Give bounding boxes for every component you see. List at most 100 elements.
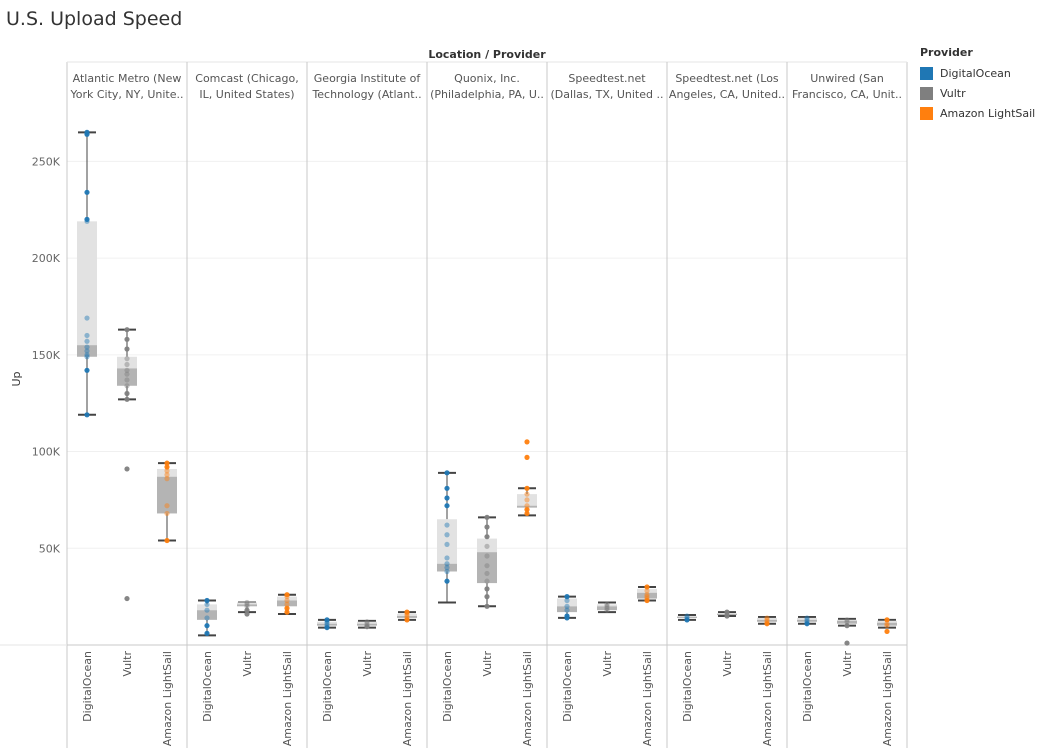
location-header: Georgia Institute of bbox=[314, 72, 422, 85]
data-point bbox=[524, 485, 530, 491]
data-point bbox=[644, 594, 650, 600]
x-tick-label: DigitalOcean bbox=[201, 651, 214, 722]
x-tick-label: Amazon LightSail bbox=[281, 651, 294, 746]
data-point bbox=[444, 541, 450, 548]
data-point bbox=[524, 439, 530, 445]
data-point bbox=[564, 597, 570, 604]
data-point bbox=[484, 553, 490, 559]
box-upper-half bbox=[117, 356, 137, 369]
box-lower-half bbox=[557, 606, 577, 613]
data-point bbox=[844, 640, 850, 646]
data-point bbox=[484, 543, 490, 549]
data-point bbox=[284, 605, 290, 611]
location-header: IL, United States) bbox=[199, 88, 294, 101]
data-point bbox=[284, 601, 290, 607]
x-tick-label: Amazon LightSail bbox=[881, 651, 894, 746]
box-upper-half bbox=[797, 617, 817, 620]
data-point bbox=[684, 613, 690, 619]
location-header: Speedtest.net (Los bbox=[675, 72, 779, 85]
box-lower-half bbox=[597, 606, 617, 611]
data-point bbox=[204, 615, 210, 621]
data-point bbox=[244, 611, 250, 617]
data-point bbox=[84, 218, 90, 224]
data-point bbox=[364, 624, 370, 630]
data-point bbox=[124, 327, 130, 333]
data-point bbox=[84, 131, 90, 137]
data-point bbox=[564, 603, 570, 609]
column-header-title: Location / Provider bbox=[428, 48, 546, 61]
data-point bbox=[524, 454, 530, 460]
data-point bbox=[84, 354, 90, 360]
x-tick-label: Vultr bbox=[481, 651, 494, 677]
box-upper-half bbox=[677, 615, 697, 617]
x-tick-label: Vultr bbox=[121, 651, 134, 677]
data-point bbox=[444, 495, 450, 501]
legend-label: Vultr bbox=[940, 86, 966, 100]
data-point bbox=[244, 603, 250, 609]
legend-swatch bbox=[920, 106, 933, 120]
data-point bbox=[164, 464, 170, 470]
data-point bbox=[724, 613, 730, 619]
data-point bbox=[84, 352, 90, 358]
page-title: U.S. Upload Speed bbox=[6, 8, 183, 30]
location-header: (Philadelphia, PA, U.. bbox=[430, 88, 544, 101]
data-point bbox=[804, 621, 810, 627]
data-point bbox=[444, 485, 450, 491]
data-point bbox=[324, 617, 330, 623]
box-lower-half bbox=[877, 622, 897, 626]
data-point bbox=[124, 346, 130, 352]
data-point bbox=[524, 497, 530, 503]
box-lower-half bbox=[757, 619, 777, 622]
data-point bbox=[244, 599, 250, 606]
legend-item-digitalocean[interactable]: DigitalOcean bbox=[920, 63, 1055, 83]
box-upper-half bbox=[357, 621, 377, 624]
data-point bbox=[524, 506, 530, 513]
data-point bbox=[444, 578, 450, 584]
x-tick-label: Vultr bbox=[841, 651, 854, 677]
data-point bbox=[444, 568, 450, 575]
box-upper-half bbox=[637, 588, 657, 593]
data-point bbox=[124, 367, 130, 373]
data-point bbox=[284, 597, 290, 604]
location-header: Quonix, Inc. bbox=[454, 72, 520, 85]
y-tick-label: 50K bbox=[39, 542, 61, 555]
x-tick-label: DigitalOcean bbox=[81, 651, 94, 722]
data-point bbox=[444, 565, 450, 571]
data-point bbox=[884, 628, 890, 635]
box-upper-half bbox=[237, 602, 257, 605]
data-point bbox=[484, 563, 490, 569]
data-point bbox=[844, 617, 850, 623]
data-point bbox=[124, 383, 130, 389]
data-point bbox=[524, 491, 530, 497]
box-lower-half bbox=[317, 623, 337, 626]
y-tick-label: 200K bbox=[32, 252, 61, 265]
data-point bbox=[724, 609, 730, 615]
data-point bbox=[484, 578, 490, 584]
legend-swatch bbox=[920, 86, 933, 100]
data-point bbox=[484, 524, 490, 530]
x-tick-label: Amazon LightSail bbox=[521, 651, 534, 746]
x-tick-label: Amazon LightSail bbox=[161, 651, 174, 746]
data-point bbox=[284, 609, 290, 615]
location-header: Angeles, CA, United.. bbox=[669, 88, 785, 101]
data-point bbox=[444, 470, 450, 476]
location-header: Unwired (San bbox=[810, 72, 884, 85]
data-point bbox=[84, 315, 90, 321]
x-tick-label: Amazon LightSail bbox=[761, 651, 774, 746]
data-point bbox=[164, 460, 170, 466]
data-point bbox=[84, 344, 90, 350]
data-point bbox=[884, 623, 890, 629]
location-header: Francisco, CA, Unit.. bbox=[792, 88, 902, 101]
data-point bbox=[484, 534, 490, 540]
location-header: Speedtest.net bbox=[568, 72, 646, 85]
data-point bbox=[164, 468, 170, 474]
y-tick-label: 100K bbox=[32, 446, 61, 459]
box-upper-half bbox=[77, 221, 97, 346]
x-tick-label: DigitalOcean bbox=[681, 651, 694, 722]
data-point bbox=[204, 597, 210, 604]
legend-item-amazon-lightsail[interactable]: Amazon LightSail bbox=[920, 103, 1055, 123]
legend-item-vultr[interactable]: Vultr bbox=[920, 83, 1055, 103]
data-point bbox=[644, 588, 650, 594]
data-point bbox=[84, 332, 90, 339]
